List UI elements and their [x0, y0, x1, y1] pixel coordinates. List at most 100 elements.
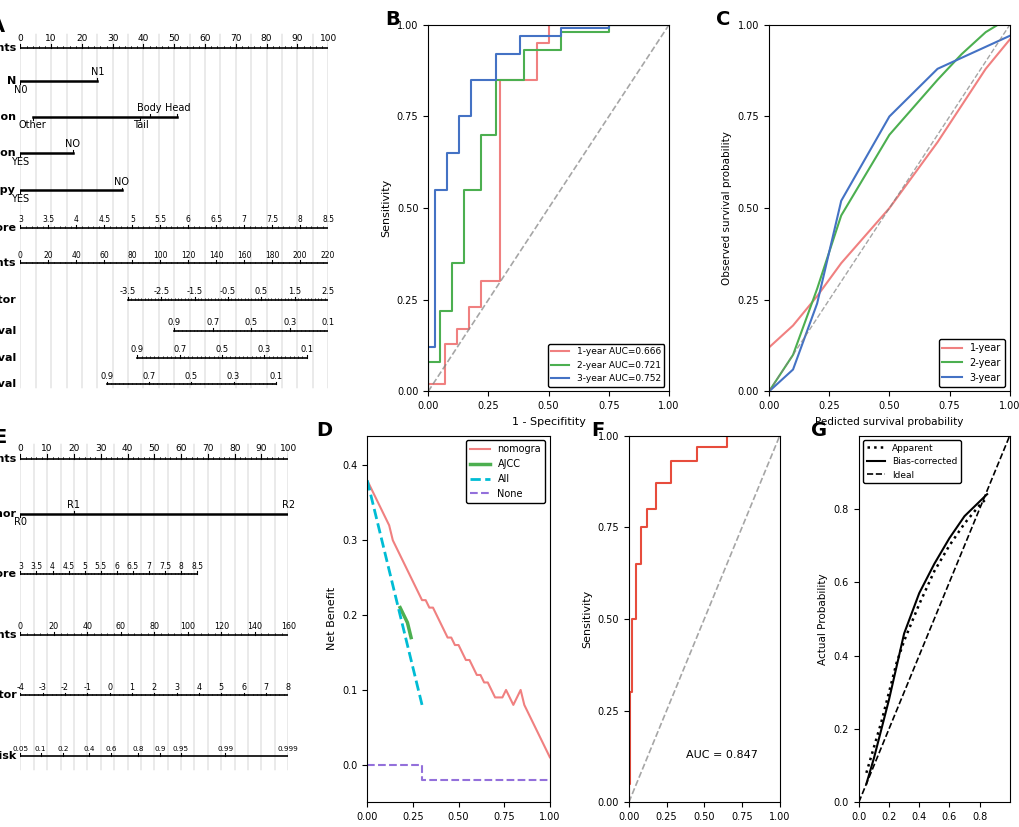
Y-axis label: Sensitivity: Sensitivity — [582, 590, 591, 648]
Text: 120: 120 — [181, 251, 196, 260]
Text: 0.1: 0.1 — [300, 345, 313, 354]
Text: 0.1: 0.1 — [321, 318, 334, 327]
Text: 60: 60 — [100, 251, 109, 260]
Text: Head: Head — [164, 103, 190, 113]
Line: Apparent: Apparent — [865, 498, 986, 773]
1-year AUC=0.666 — [542, 38, 554, 48]
None — [416, 775, 428, 785]
Text: 8.5: 8.5 — [322, 215, 334, 224]
nomogra — [481, 677, 493, 687]
1-year AUC=0.666 — [450, 324, 463, 334]
Text: 180: 180 — [265, 251, 279, 260]
3-year AUC=0.752 — [465, 75, 477, 85]
1-year AUC=0.666 — [450, 339, 463, 349]
Legend: Apparent, Bias-corrected, Ideal: Apparent, Bias-corrected, Ideal — [862, 440, 960, 483]
Text: 30: 30 — [107, 34, 118, 43]
Apparent — [897, 636, 909, 646]
Text: 0.9: 0.9 — [154, 746, 166, 753]
3-year AUC=0.752 — [662, 20, 675, 30]
Line: 1-year AUC=0.666: 1-year AUC=0.666 — [428, 25, 668, 391]
Text: 5: 5 — [129, 215, 135, 224]
Text: R0: R0 — [14, 518, 26, 528]
nomogra — [543, 753, 555, 762]
All — [390, 595, 403, 605]
X-axis label: Pedicted survival probability: Pedicted survival probability — [814, 417, 963, 427]
Text: 0.5: 0.5 — [255, 287, 268, 296]
All — [361, 476, 373, 485]
1-year — [835, 258, 847, 268]
All — [368, 505, 380, 515]
Text: 30: 30 — [95, 444, 106, 453]
nomogra — [540, 745, 552, 755]
3-year — [762, 386, 774, 396]
3-year AUC=0.752 — [429, 185, 441, 195]
Text: YES: YES — [11, 156, 30, 166]
Text: 80: 80 — [261, 34, 272, 43]
nomogra — [400, 565, 413, 575]
AJCC — [393, 603, 406, 613]
Text: 90: 90 — [291, 34, 303, 43]
1-year AUC=0.666 — [463, 302, 475, 312]
Text: R1: R1 — [67, 500, 81, 510]
3-year AUC=0.752 — [554, 31, 567, 41]
Text: 220: 220 — [321, 251, 335, 260]
Text: 3.5: 3.5 — [31, 562, 43, 571]
Text: 2: 2 — [152, 683, 157, 692]
2-year — [835, 211, 847, 221]
Text: 0.6: 0.6 — [106, 746, 117, 753]
Line: 2-year: 2-year — [768, 17, 1009, 391]
Text: 8.5: 8.5 — [191, 562, 203, 571]
2-year — [1003, 12, 1015, 22]
Text: 60: 60 — [175, 444, 186, 453]
3-year AUC=0.752 — [554, 23, 567, 33]
Text: 20: 20 — [76, 34, 88, 43]
Bias-corrected — [859, 779, 871, 789]
Text: Total Points: Total Points — [0, 630, 16, 640]
Text: 0: 0 — [18, 622, 22, 631]
All — [386, 581, 398, 590]
2-year AUC=0.721 — [422, 386, 434, 396]
3-year AUC=0.752 — [452, 112, 465, 122]
Text: Points: Points — [0, 43, 15, 53]
Text: 0.1: 0.1 — [35, 746, 47, 753]
Text: 40: 40 — [71, 251, 82, 260]
Apparent — [927, 566, 940, 576]
All — [375, 535, 387, 545]
1-year AUC=0.666 — [530, 38, 542, 48]
3-year — [786, 365, 798, 375]
Text: 8: 8 — [178, 562, 183, 571]
Text: 0.5: 0.5 — [184, 372, 198, 380]
Text: 0: 0 — [107, 683, 112, 692]
Y-axis label: Sensitivity: Sensitivity — [381, 179, 391, 237]
Text: 200: 200 — [292, 251, 307, 260]
Text: 3: 3 — [174, 683, 179, 692]
Text: N0: N0 — [13, 84, 28, 94]
Bias-corrected — [867, 753, 879, 763]
Text: B: B — [384, 10, 399, 29]
Text: 6.5: 6.5 — [126, 562, 139, 571]
Text: 40: 40 — [83, 622, 93, 631]
Text: 100: 100 — [180, 622, 195, 631]
2-year AUC=0.721 — [489, 75, 501, 85]
2-year AUC=0.721 — [458, 258, 470, 268]
Text: Risk score: Risk score — [0, 569, 16, 580]
Bias-corrected — [943, 533, 955, 543]
3-year — [1003, 31, 1015, 41]
Text: -3.5: -3.5 — [120, 287, 137, 296]
Text: 140: 140 — [247, 622, 262, 631]
2-year — [762, 386, 774, 396]
2-year — [810, 284, 822, 294]
Line: nomogra: nomogra — [367, 480, 549, 758]
Text: 0.2: 0.2 — [57, 746, 68, 753]
2-year AUC=0.721 — [434, 357, 446, 367]
Legend: 1-year AUC=0.666, 2-year AUC=0.721, 3-year AUC=0.752: 1-year AUC=0.666, 2-year AUC=0.721, 3-ye… — [547, 344, 663, 387]
Text: 60: 60 — [199, 34, 211, 43]
Text: 0.4: 0.4 — [84, 746, 95, 753]
Apparent — [867, 742, 879, 752]
Apparent — [882, 687, 895, 697]
Text: 20: 20 — [44, 251, 53, 260]
Text: 6: 6 — [240, 683, 246, 692]
1-year — [786, 321, 798, 331]
1-year AUC=0.666 — [530, 75, 542, 85]
1-year — [955, 101, 967, 111]
